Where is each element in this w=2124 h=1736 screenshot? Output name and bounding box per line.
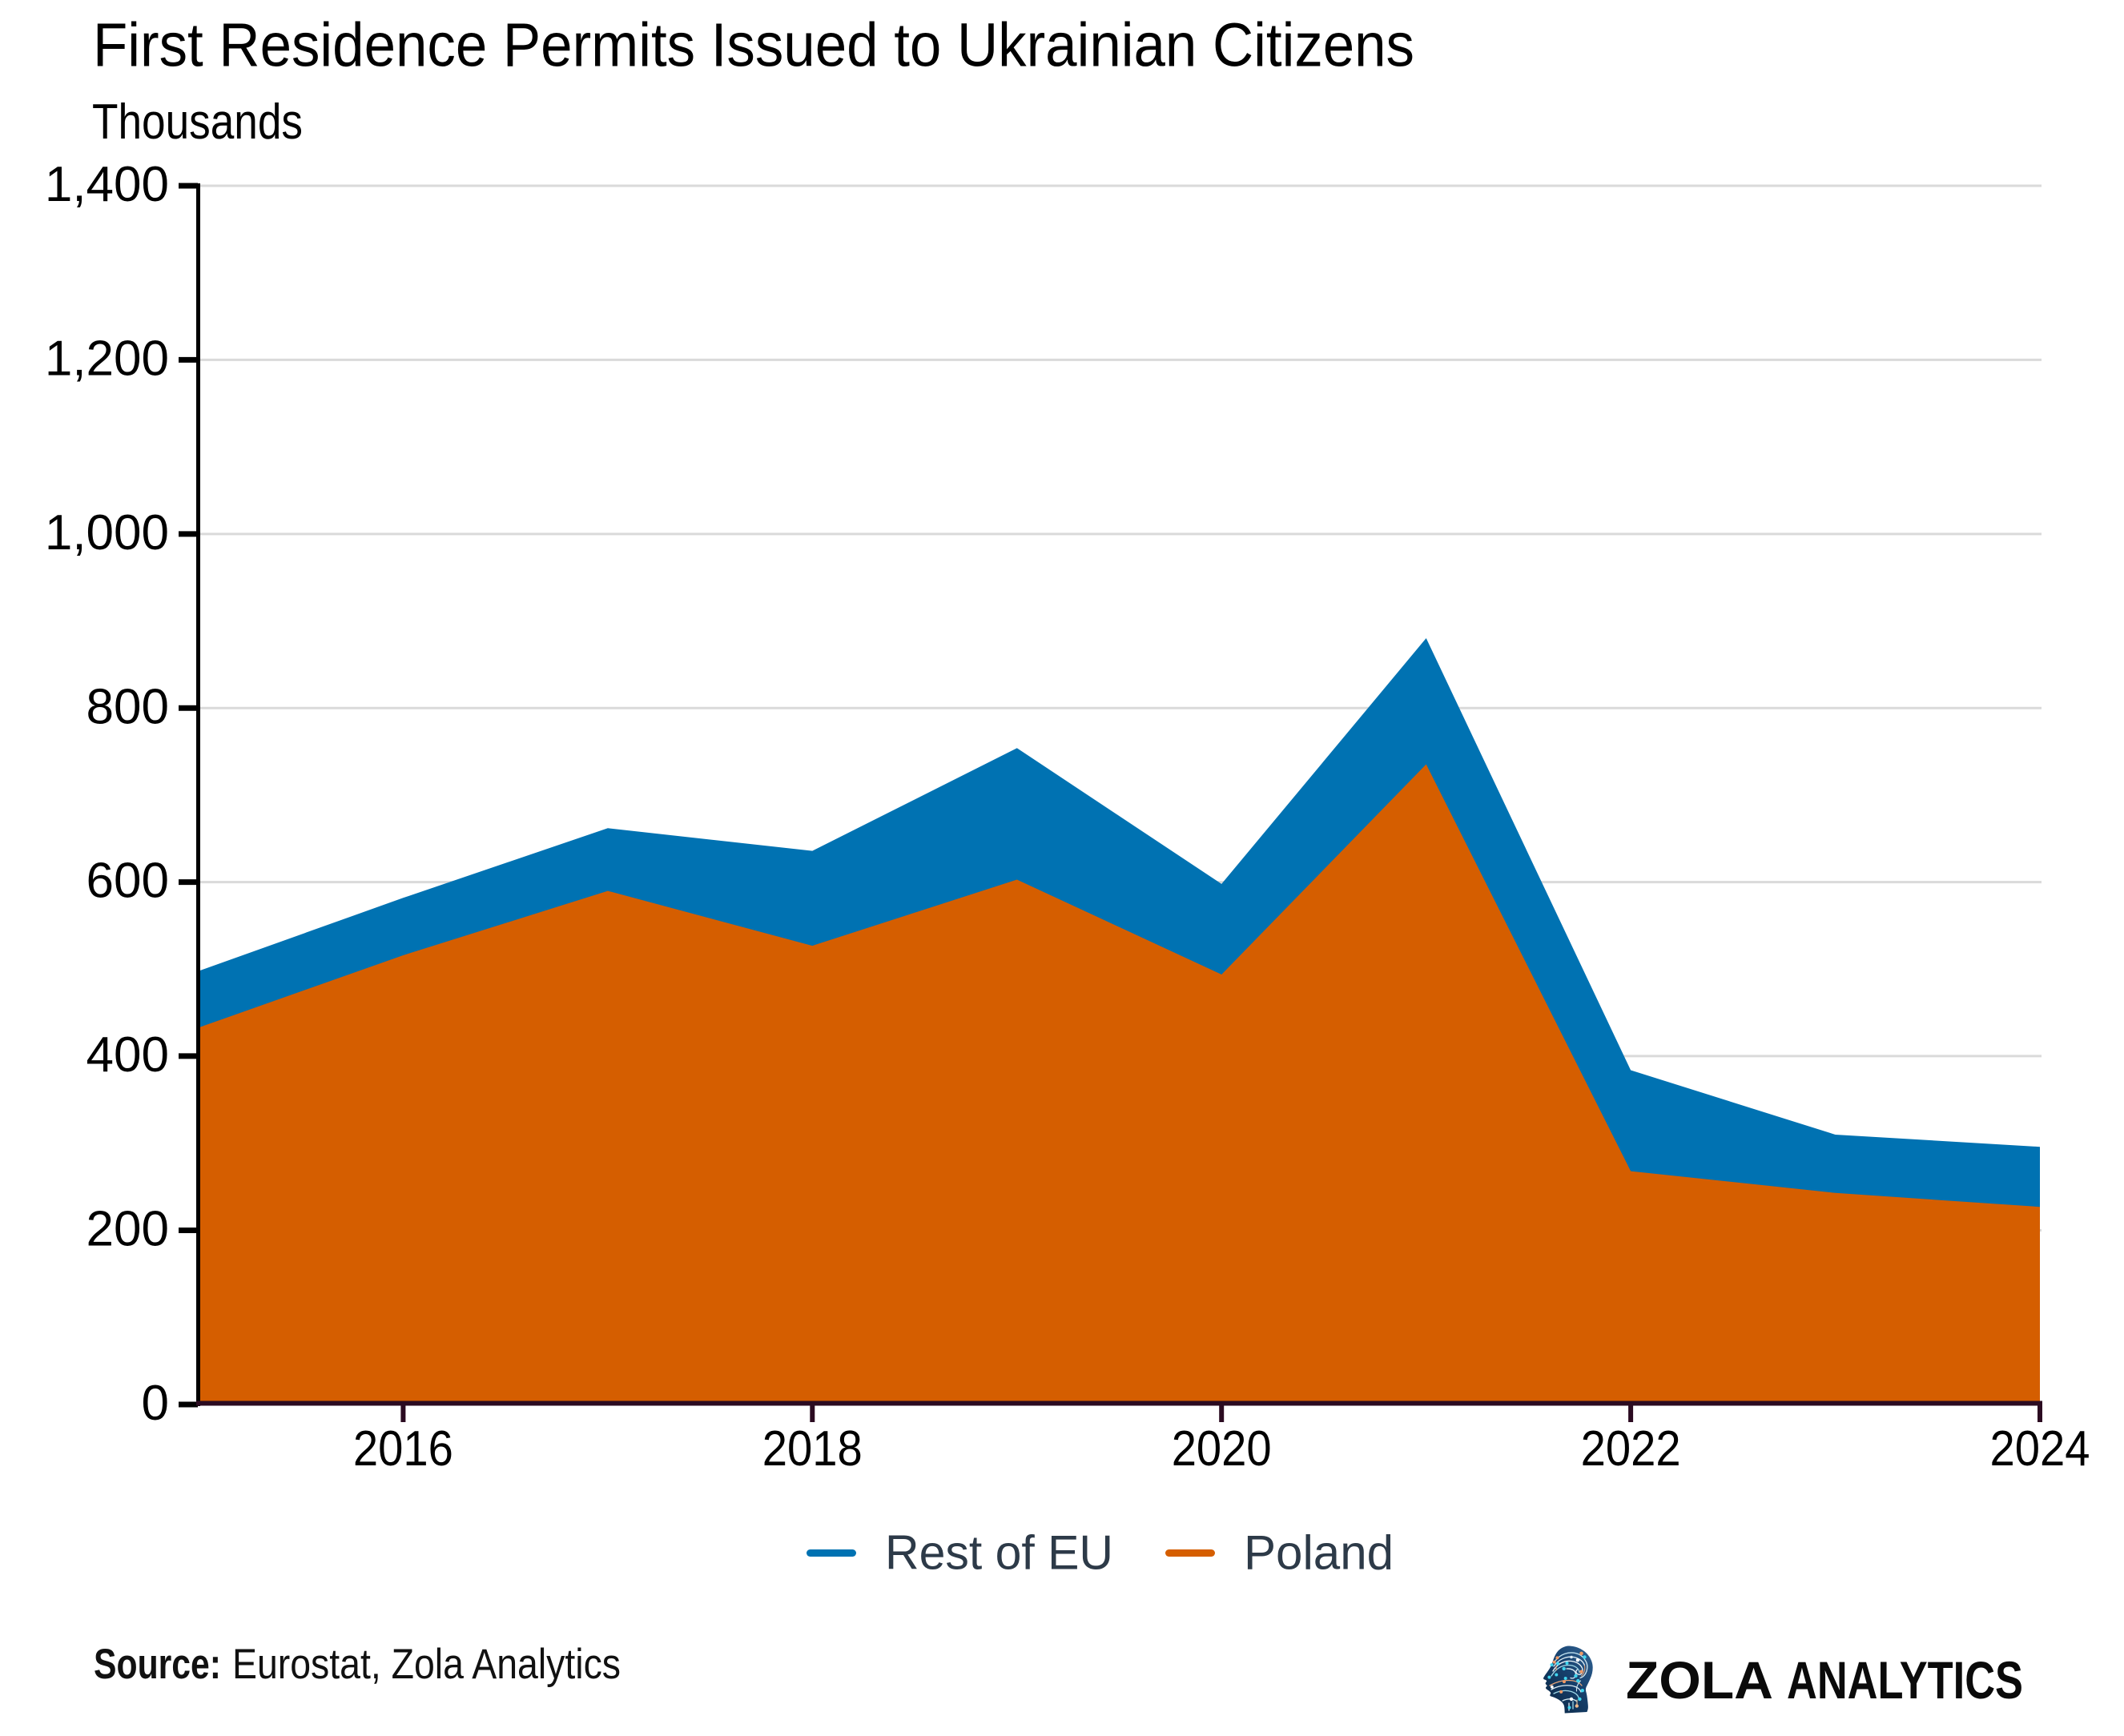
svg-text:2016: 2016 <box>353 1421 453 1477</box>
svg-text:0: 0 <box>142 1376 169 1431</box>
svg-text:200: 200 <box>86 1202 169 1257</box>
svg-text:1,000: 1,000 <box>45 505 169 561</box>
svg-text:Poland: Poland <box>1244 1526 1394 1580</box>
svg-text:2020: 2020 <box>1172 1421 1272 1477</box>
svg-text:Rest of EU: Rest of EU <box>885 1526 1113 1580</box>
svg-text:Source:: Source: <box>94 1641 221 1688</box>
svg-text:1,200: 1,200 <box>45 331 169 386</box>
svg-text:2022: 2022 <box>1581 1421 1681 1477</box>
svg-text:Thousands: Thousands <box>92 94 303 150</box>
svg-text:2024: 2024 <box>1990 1421 2090 1477</box>
svg-text:800: 800 <box>86 679 169 734</box>
svg-text:1,400: 1,400 <box>45 157 169 212</box>
svg-text:Eurostat, Zola Analytics: Eurostat, Zola Analytics <box>232 1641 621 1688</box>
svg-text:ANALYTICS: ANALYTICS <box>1787 1650 2023 1710</box>
svg-text:2018: 2018 <box>762 1421 863 1477</box>
svg-text:ZOLA: ZOLA <box>1626 1650 1773 1710</box>
svg-text:First Residence Permits Issued: First Residence Permits Issued to Ukrain… <box>93 11 1414 80</box>
svg-text:400: 400 <box>86 1027 169 1083</box>
svg-text:600: 600 <box>86 854 169 909</box>
